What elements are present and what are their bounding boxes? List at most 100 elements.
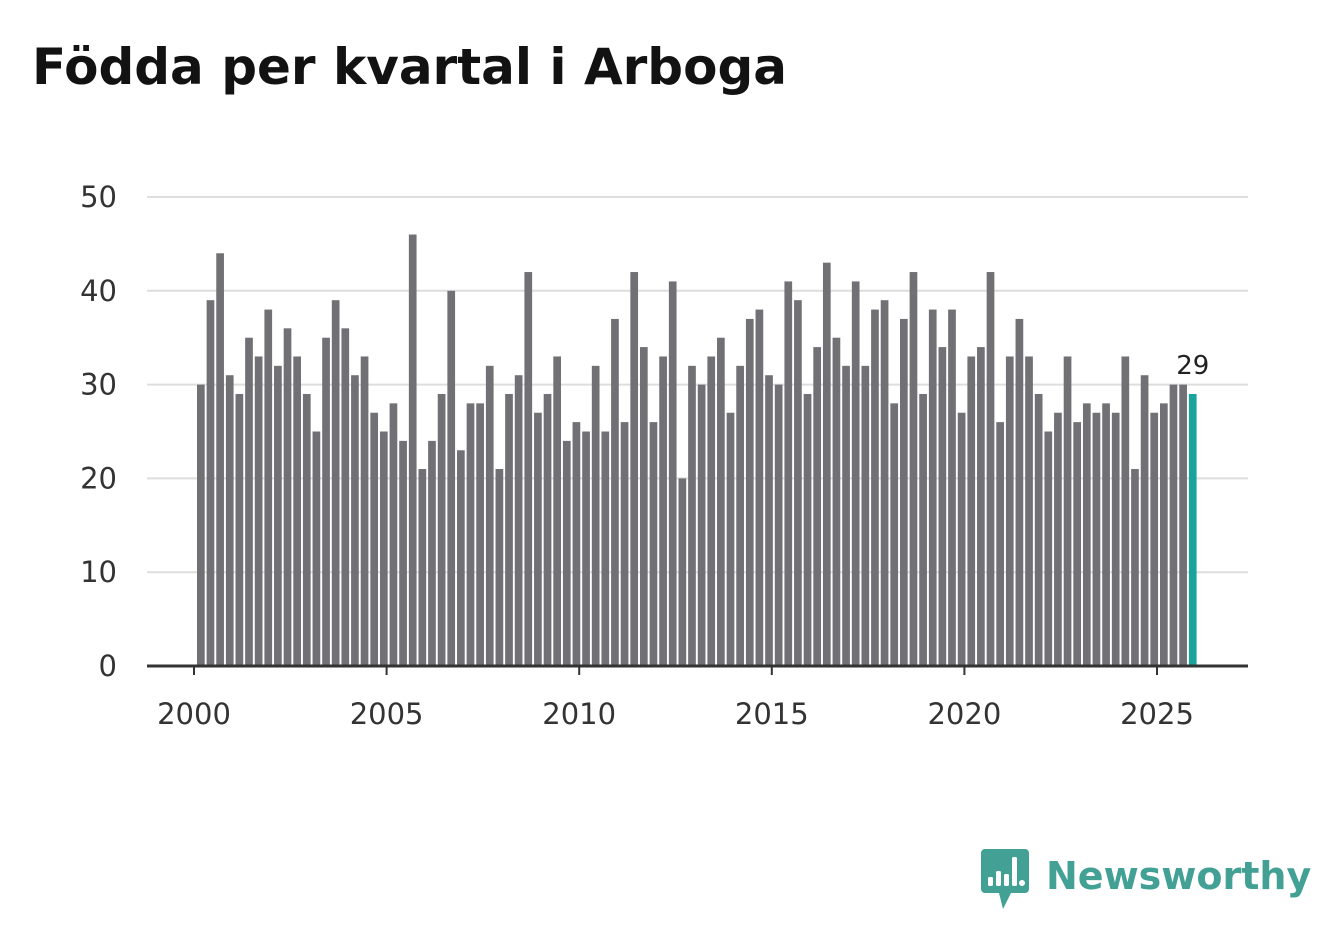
y-tick-label: 10 xyxy=(80,555,117,589)
bars xyxy=(197,234,1197,666)
bar xyxy=(1111,412,1120,666)
x-tick-label: 2020 xyxy=(927,697,1001,731)
y-tick-label: 50 xyxy=(80,180,117,214)
bar xyxy=(245,337,253,666)
bar xyxy=(938,347,947,666)
bar xyxy=(1034,393,1043,666)
bar xyxy=(543,393,552,666)
x-tick-label: 2025 xyxy=(1120,697,1194,731)
bar xyxy=(794,300,802,666)
bar xyxy=(274,365,282,666)
bar xyxy=(890,403,899,666)
bar xyxy=(264,309,273,666)
y-tick-label: 20 xyxy=(80,461,117,495)
bar xyxy=(408,234,417,666)
bar xyxy=(948,309,956,666)
bar xyxy=(726,412,735,666)
bar xyxy=(871,309,879,666)
bar xyxy=(861,365,870,666)
bar xyxy=(399,440,407,666)
x-tick-label: 2015 xyxy=(735,697,809,731)
bar xyxy=(668,281,677,666)
bar xyxy=(1005,356,1014,666)
bar xyxy=(331,300,340,666)
chart-title: Födda per kvartal i Arboga xyxy=(32,38,787,96)
bar xyxy=(765,375,773,666)
bar xyxy=(591,365,600,666)
bar xyxy=(678,478,687,666)
bar xyxy=(842,365,850,666)
bar xyxy=(774,384,783,666)
bar xyxy=(784,281,793,666)
x-tick-label: 2000 xyxy=(157,697,231,731)
bar xyxy=(822,262,831,666)
bar xyxy=(514,375,523,666)
bar xyxy=(630,272,639,666)
bar xyxy=(1150,412,1159,666)
bar xyxy=(206,300,215,666)
bar xyxy=(379,431,388,666)
bar xyxy=(745,318,754,666)
bar xyxy=(736,365,744,666)
bar xyxy=(967,356,976,666)
bar xyxy=(880,300,889,666)
bar xyxy=(601,431,610,666)
bar xyxy=(562,440,571,666)
bar xyxy=(1102,403,1110,666)
bar xyxy=(697,384,706,666)
newsworthy-brand: Newsworthy xyxy=(981,848,1311,912)
bar xyxy=(524,272,533,666)
bar xyxy=(370,412,379,666)
bar xyxy=(553,356,562,666)
bar xyxy=(495,469,504,666)
bar xyxy=(476,403,484,666)
bar xyxy=(225,375,234,666)
bar xyxy=(996,422,1004,666)
bar xyxy=(620,422,629,666)
bar xyxy=(755,309,764,666)
x-tick-label: 2005 xyxy=(350,697,424,731)
bar xyxy=(1131,469,1139,666)
bar xyxy=(688,365,696,666)
bar xyxy=(485,365,494,666)
bar xyxy=(928,309,937,666)
bar xyxy=(418,469,427,666)
bar xyxy=(582,431,590,666)
bar xyxy=(254,356,263,666)
bar xyxy=(1054,412,1062,666)
brand-name: Newsworthy xyxy=(1046,854,1312,898)
bar xyxy=(351,375,359,666)
bar xyxy=(360,356,369,666)
bar xyxy=(428,440,436,666)
bar xyxy=(1025,356,1033,666)
bar xyxy=(899,318,908,666)
bar xyxy=(639,347,648,666)
bar xyxy=(1121,356,1130,666)
axes xyxy=(147,664,1248,675)
bar-chart-speech-bubble-icon xyxy=(981,849,1029,909)
y-tick-label: 0 xyxy=(99,649,117,683)
bar xyxy=(1015,318,1024,666)
bar xyxy=(322,337,330,666)
bar xyxy=(649,422,658,666)
bar xyxy=(437,393,446,666)
y-tick-label: 30 xyxy=(80,368,117,402)
bar xyxy=(919,393,927,666)
bar xyxy=(302,393,311,666)
bar xyxy=(717,337,725,666)
bar xyxy=(707,356,716,666)
bar xyxy=(466,403,475,666)
bar xyxy=(1092,412,1101,666)
bar xyxy=(572,422,581,666)
bar xyxy=(986,272,995,666)
bar xyxy=(1073,422,1082,666)
bar xyxy=(1063,356,1072,666)
bar xyxy=(611,318,619,666)
bar xyxy=(1140,375,1149,666)
latest-value-label: 29 xyxy=(1176,351,1209,381)
bar xyxy=(389,403,398,666)
y-tick-label: 40 xyxy=(80,274,117,308)
bar xyxy=(1169,384,1178,666)
bar xyxy=(659,356,667,666)
bar xyxy=(283,328,292,666)
